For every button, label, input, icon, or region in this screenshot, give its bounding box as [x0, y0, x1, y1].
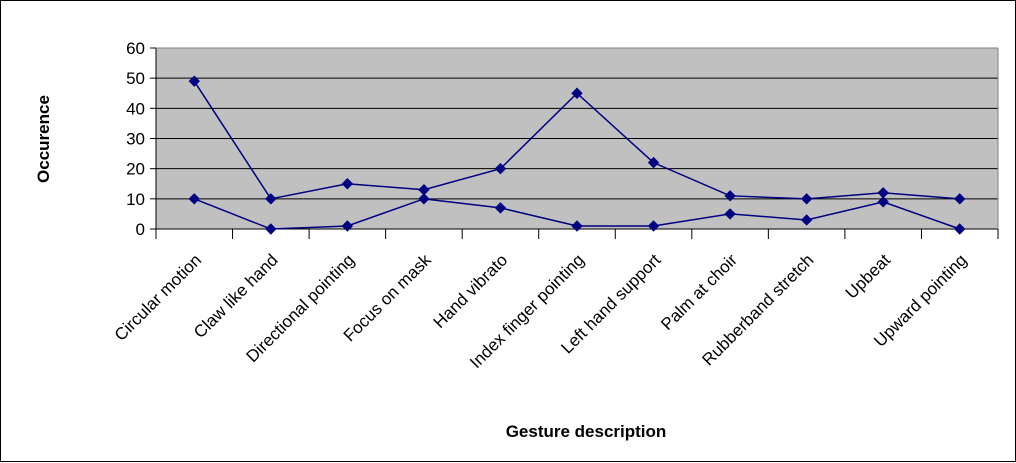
x-tick-label: Hand vibrato — [430, 250, 512, 332]
data-point — [800, 214, 813, 226]
data-point — [418, 193, 430, 205]
data-point — [647, 220, 660, 232]
data-point — [341, 220, 354, 232]
y-tick-labels: 0 10 20 30 40 50 60 — [126, 39, 156, 239]
y-tick-label: 60 — [126, 39, 145, 58]
y-tick-label: 10 — [126, 190, 145, 209]
data-point — [265, 223, 277, 235]
data-point — [954, 193, 966, 205]
data-point — [265, 193, 277, 205]
y-tick-label: 20 — [126, 160, 145, 179]
y-tick-label: 30 — [126, 130, 145, 149]
data-point — [647, 156, 660, 169]
data-point — [800, 193, 813, 205]
y-tick-label: 50 — [126, 69, 145, 88]
data-point — [341, 178, 354, 190]
data-point — [724, 190, 736, 202]
data-point — [877, 196, 889, 208]
data-point — [724, 208, 736, 220]
data-point — [494, 202, 507, 214]
series — [188, 75, 966, 235]
y-tick-label: 40 — [126, 99, 145, 118]
data-point — [188, 193, 200, 205]
series-1 — [188, 75, 966, 205]
data-point — [954, 223, 966, 235]
x-tick-label: Upbeat — [842, 250, 894, 302]
x-axis-title: Gesture description — [506, 422, 667, 441]
data-point — [571, 220, 583, 232]
series-2 — [188, 193, 966, 235]
y-tick-label: 0 — [136, 220, 145, 239]
x-tick-label: Palm at choir — [657, 250, 741, 334]
data-point — [494, 162, 507, 175]
y-axis-title: Occurence — [34, 95, 53, 183]
data-point — [188, 75, 200, 87]
data-point — [571, 87, 583, 99]
